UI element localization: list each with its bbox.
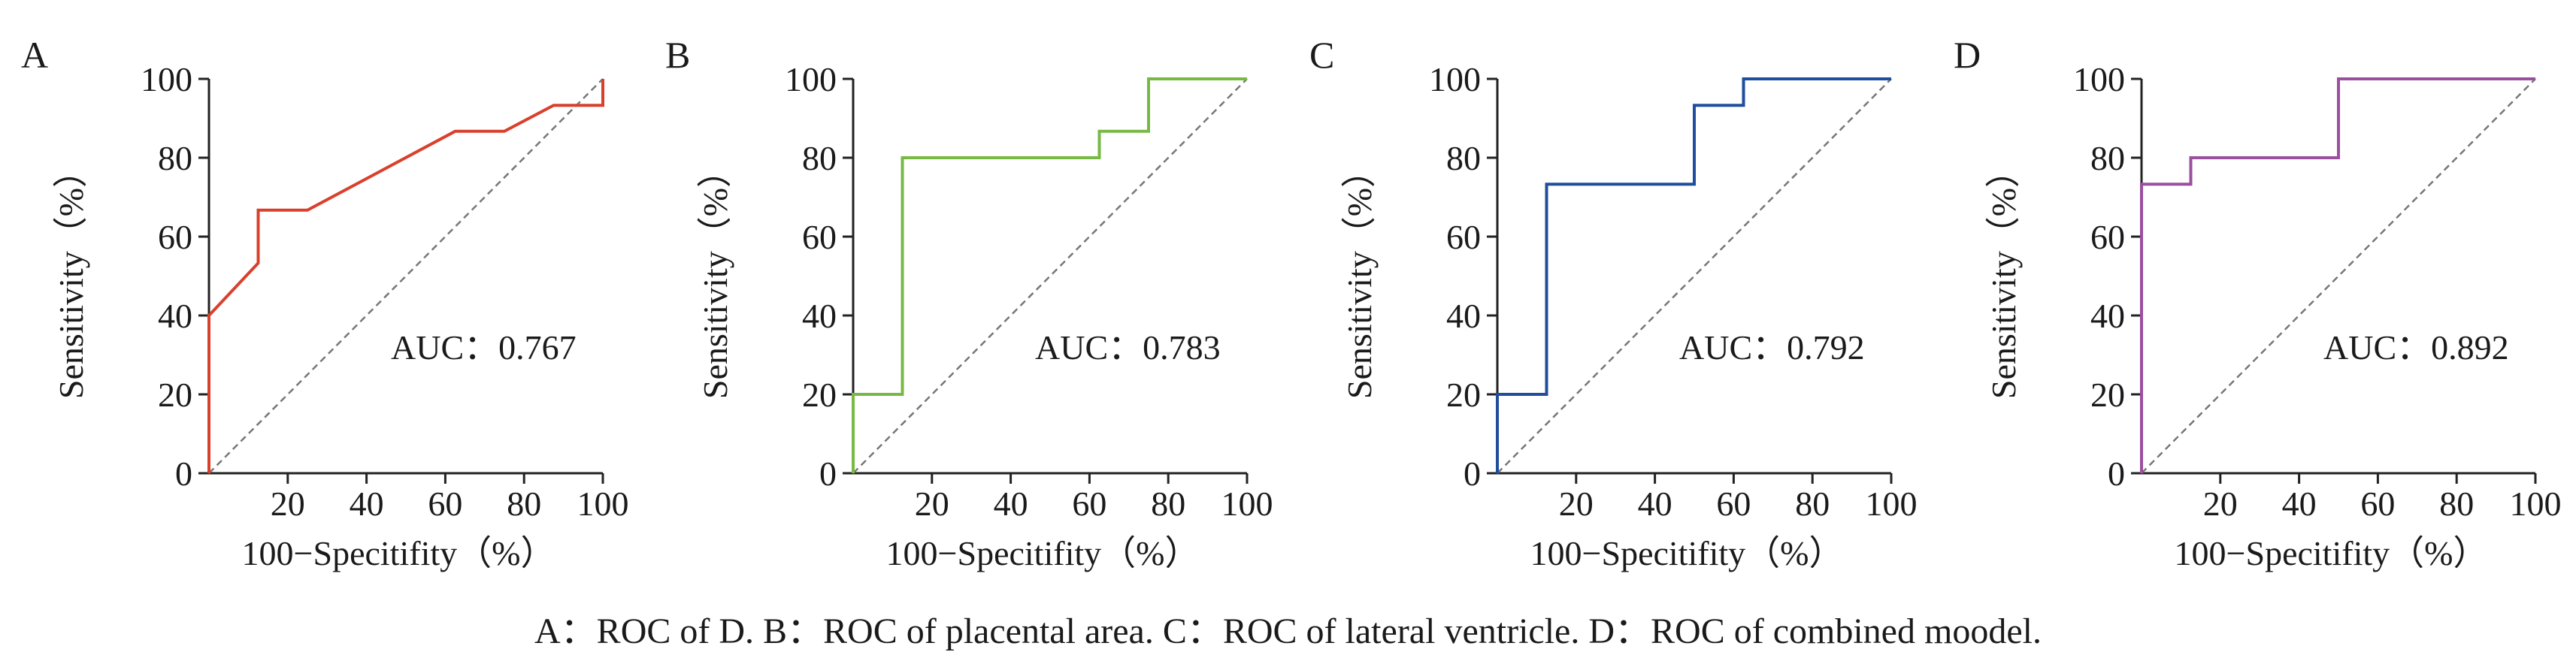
panel-d-x-axis-title: 100−Specitifity（%）	[2175, 534, 2488, 572]
panel-c-y-axis-title: Sensitivity（%）	[1340, 153, 1379, 399]
panel-d-reference-line	[2141, 78, 2536, 474]
panel-a-roc-curve	[207, 79, 604, 473]
panel-c-auc-label: AUC：0.792	[1679, 328, 1865, 367]
panel-b-x-tick-label: 80	[1151, 484, 1185, 523]
panel-d-y-axis-title: Sensitivity（%）	[1984, 153, 2023, 399]
panel-a-y-tick-label: 80	[158, 139, 192, 177]
panel-b-x-tick-label: 60	[1072, 484, 1106, 523]
panel-b-y-tick-label: 60	[802, 218, 837, 256]
panel-c-x-axis-title: 100−Specitifity（%）	[1530, 534, 1844, 572]
panel-d-x-tick-label: 20	[2203, 484, 2238, 523]
panel-b-letter: B	[665, 34, 690, 76]
panel-c-y-tick-label: 60	[1446, 218, 1481, 256]
panel-b-y-tick-label: 20	[802, 376, 837, 414]
panel-a-x-tick-label: 20	[271, 484, 305, 523]
panel-d-y-tick-label: 40	[2090, 297, 2125, 335]
panel-c-x-tick-label: 100	[1866, 484, 1918, 523]
panel-a-y-axis-title: Sensitivity（%）	[52, 153, 90, 399]
panel-c-letter: C	[1309, 34, 1334, 76]
panel-a-x-tick-label: 80	[507, 484, 541, 523]
panel-d-x-tick-label: 40	[2282, 484, 2317, 523]
panel-a-reference-line	[208, 78, 604, 474]
panel-d-y-tick-label: 80	[2090, 139, 2125, 177]
panel-d-x-tick-label: 80	[2439, 484, 2474, 523]
panel-b-y-tick-label: 100	[785, 60, 837, 98]
panel-a-x-axis-title: 100−Specitifity（%）	[242, 534, 555, 572]
panel-a-letter: A	[21, 34, 48, 76]
panel-d-auc-label: AUC：0.892	[2323, 328, 2509, 367]
panel-b-y-tick-label: 80	[802, 139, 837, 177]
panel-b-reference-line	[852, 78, 1248, 474]
panel-c-y-tick-label: 40	[1446, 297, 1481, 335]
panel-b-x-tick-label: 40	[994, 484, 1028, 523]
panel-b-y-tick-label: 0	[819, 454, 837, 493]
panel-b-x-tick-label: 100	[1221, 484, 1273, 523]
panel-d-y-tick-label: 20	[2090, 376, 2125, 414]
panel-c-y-tick-label: 20	[1446, 376, 1481, 414]
panel-c-y-tick-label: 80	[1446, 139, 1481, 177]
panel-a-y-tick-label: 60	[158, 218, 192, 256]
panel-d-roc-curve	[2140, 77, 2535, 473]
panel-c-roc-curve	[1496, 77, 1891, 473]
figure-caption: A：ROC of D. B：ROC of placental area. C：R…	[534, 611, 2042, 651]
panel-a-y-tick-label: 40	[158, 297, 192, 335]
panel-b-roc-curve	[852, 77, 1247, 473]
panel-c-x-tick-label: 20	[1559, 484, 1594, 523]
panel-d-letter: D	[1954, 34, 1981, 76]
panel-b-y-tick-label: 40	[802, 297, 837, 335]
panel-b-auc-label: AUC：0.783	[1035, 328, 1221, 367]
panel-c-y-tick-label: 0	[1464, 454, 1481, 493]
panel-b-x-axis-title: 100−Specitifity（%）	[886, 534, 1200, 572]
panel-c: C 0 20 40 60 80 100 20 40 60 80 100 100−Specitifity（…	[1309, 34, 1918, 572]
panel-b: B 0 20 40 60 80 100 20 40 60 80 100 100−Specitifity（…	[665, 34, 1273, 572]
panel-c-x-tick-label: 40	[1638, 484, 1672, 523]
panel-a-x-tick-label: 60	[428, 484, 462, 523]
panel-d-y-tick-label: 0	[2108, 454, 2125, 493]
panel-c-y-tick-label: 100	[1429, 60, 1481, 98]
panel-a-x-tick-label: 40	[350, 484, 384, 523]
panel-a-x-tick-label: 100	[577, 484, 629, 523]
panel-d-x-tick-label: 100	[2510, 484, 2562, 523]
panel-d-y-tick-label: 100	[2073, 60, 2125, 98]
panel-c-x-tick-label: 80	[1795, 484, 1830, 523]
panel-a-y-tick-label: 100	[141, 60, 192, 98]
panel-c-x-tick-label: 60	[1716, 484, 1751, 523]
panel-a-auc-label: AUC：0.767	[391, 328, 577, 367]
panel-b-y-axis-title: Sensitivity（%）	[696, 153, 734, 399]
panel-d-y-tick-label: 60	[2090, 218, 2125, 256]
panel-d: D 0 20 40 60 80 100 20 40 60 80 100 100−Specitifity（…	[1954, 34, 2562, 572]
panel-b-x-tick-label: 20	[915, 484, 949, 523]
panel-d-x-tick-label: 60	[2360, 484, 2395, 523]
panel-a-y-tick-label: 0	[175, 454, 192, 493]
panel-a: A 0 20 40 60 80 100 20 40 60 80 100 100−Specitifity（…	[21, 34, 629, 572]
panel-c-reference-line	[1497, 78, 1892, 474]
panel-a-y-tick-label: 20	[158, 376, 192, 414]
